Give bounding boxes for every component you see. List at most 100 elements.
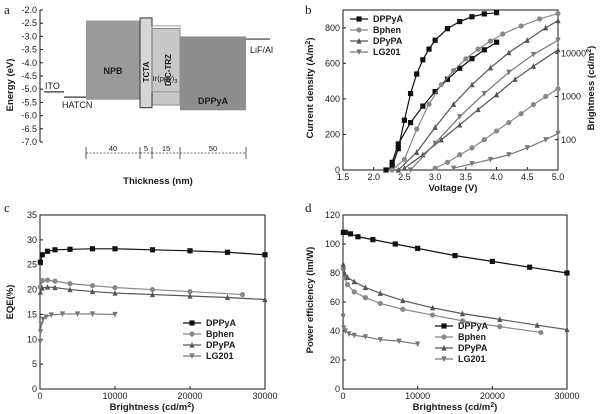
panel-a-energy-diagram: a -2.0 -2.5 -3.0 -3.5 -4.0 -4.5 -5.0 -5.5 -6.0 -6… [4, 2, 273, 187]
panel-b-legend-label: Bphen [373, 25, 401, 35]
panel-b-l-point-dppya [432, 88, 438, 95]
panel-b-y2tick-label: 100 [561, 135, 576, 145]
panel-d-point-dpypa [377, 290, 383, 296]
panel-d-point-bphen [430, 312, 436, 318]
panel-c-point-bphen [89, 282, 96, 289]
panel-d-legend-label: DPPyA [458, 321, 489, 331]
panel-c-point-dpypa [44, 283, 51, 290]
panel-d-point-lg201 [351, 332, 357, 339]
panel-c-point-bphen [44, 277, 51, 283]
panel-b-j-point-lg201 [432, 140, 438, 147]
panel-c-legend-label: Bphen [206, 329, 234, 339]
panel-c-ytick-label: 20 [27, 285, 37, 295]
panel-b-l-point-dpypa [475, 106, 481, 113]
panel-c-ytick-label: 35 [27, 210, 37, 220]
panel-b-j-point-dpypa [543, 24, 549, 31]
panel-c-point-dppya [89, 246, 96, 252]
panel-b-j-point-dppya [420, 57, 426, 63]
dppya-block [180, 36, 246, 111]
panel-b-legend-label: DPPyA [373, 14, 404, 24]
panel-d-xtick-label: 10000 [405, 391, 430, 401]
panel-d-point-dppya [564, 270, 570, 276]
panel-d-point-dppya [489, 258, 495, 264]
panel-a-letter: a [4, 2, 10, 17]
panel-c-point-bphen [112, 284, 118, 291]
panel-c-point-dppya [224, 249, 231, 255]
panel-d-point-dpypa [459, 310, 466, 317]
panel-c-point-dpypa [37, 288, 43, 295]
panel-d-ylabel: Power efficiency (lm/W) [305, 247, 316, 354]
panel-d-legend-marker [441, 344, 447, 351]
panel-d-point-dpypa [351, 278, 357, 285]
panel-c-point-dppya [39, 252, 45, 258]
panel-b-j-point-lg201 [481, 90, 487, 97]
panel-c-point-lg201 [37, 329, 44, 335]
panel-c-point-dppya [37, 259, 43, 265]
panel-c-legend-marker [189, 331, 195, 337]
panel-c-point-bphen [187, 288, 193, 295]
panel-c-xtick-label: 0 [37, 391, 42, 401]
panel-b-l-point-dppya [420, 103, 426, 109]
panel-d-point-dppya [392, 241, 398, 247]
panel-b-l-point-dppya [389, 159, 395, 165]
panel-b-j-point-dppya [444, 26, 451, 32]
panel-d-point-bphen [344, 282, 351, 288]
panel-b-l-point-bphen [555, 86, 561, 92]
panel-b-j-point-bphen [414, 126, 420, 132]
panel-c-ytick-label: 5 [32, 359, 37, 369]
panel-c-legend-marker [189, 341, 195, 348]
panel-b-j-point-dpypa [395, 166, 401, 173]
panel-c-xtick-label: 30000 [252, 391, 277, 401]
panel-d-legend-label: LG201 [458, 354, 486, 364]
panel-c-point-bphen [39, 278, 45, 284]
panel-d-point-bphen [400, 306, 406, 312]
panel-b-j-point-lg201 [506, 69, 512, 76]
panel-b-j-point-dppya [414, 71, 420, 77]
panel-b-l-point-lg201 [469, 161, 475, 167]
panel-b-l-point-dppya [444, 76, 451, 82]
panel-c-eqe-chart: c 0 10000 20000 30000 0 5 10 15 20 25 30 35 DPPyABph… [4, 200, 278, 413]
panel-a-ytick-label: -4.0 [21, 58, 37, 68]
panel-b-ytick-label: 0 [335, 165, 340, 175]
panel-d-point-dppya [527, 264, 533, 270]
panel-b-l-point-bphen [444, 159, 451, 165]
panel-c-point-dppya [112, 246, 118, 252]
panel-b-xtick-label: 5.0 [552, 172, 565, 182]
panel-d-point-lg201 [341, 325, 347, 332]
panel-b-l-point-dppya [469, 56, 475, 62]
panel-d-legend-label: Bphen [458, 332, 486, 342]
panel-b-j-point-bphen [426, 101, 432, 107]
panel-c-ytick-label: 10 [27, 334, 37, 344]
panel-b-l-point-dpypa [512, 76, 518, 82]
panel-a-ytick-label: -2.5 [21, 18, 37, 28]
panel-d-ytick-label: 80 [330, 268, 340, 278]
panel-b-j-point-dppya [481, 11, 487, 17]
panel-d-point-dpypa [564, 326, 570, 333]
panel-a-ytick-label: -2.0 [21, 5, 37, 15]
panel-b-xtick-label: 4.0 [490, 172, 503, 182]
panel-c-ytick-label: 25 [27, 260, 37, 270]
thickness-label: 40 [109, 144, 117, 153]
panel-a-ytick-label: -7.0 [21, 137, 37, 147]
panel-d-letter: d [305, 200, 312, 215]
panel-b-xtick-label: 2.0 [367, 172, 380, 182]
tcta-label: TCTA [142, 61, 151, 82]
panel-b-j-point-lg201 [407, 167, 414, 174]
panel-d-xlabel: Brightness (cd/m2) [413, 402, 498, 413]
panel-d-ytick-label: 40 [330, 326, 340, 336]
panel-c-point-dpypa [262, 296, 268, 303]
panel-c-point-lg201 [112, 311, 118, 318]
panel-b-l-point-bphen [493, 128, 500, 134]
panel-b-legend-label: LG201 [373, 47, 401, 57]
panel-c-point-dppya [262, 252, 268, 258]
panel-b-j-point-bphen [463, 56, 469, 62]
panel-b-y2tick-label: 1000 [561, 92, 581, 102]
panel-b-xtick-label: 3.0 [429, 172, 442, 182]
panel-c-legend-marker [189, 353, 195, 360]
panel-d-point-bphen [362, 295, 368, 301]
panel-c-ytick-label: 30 [27, 235, 37, 245]
panel-b-legend-marker [356, 27, 362, 33]
panel-a-ytick-label: -3.5 [21, 45, 37, 55]
panel-d-point-lg201 [342, 328, 348, 335]
